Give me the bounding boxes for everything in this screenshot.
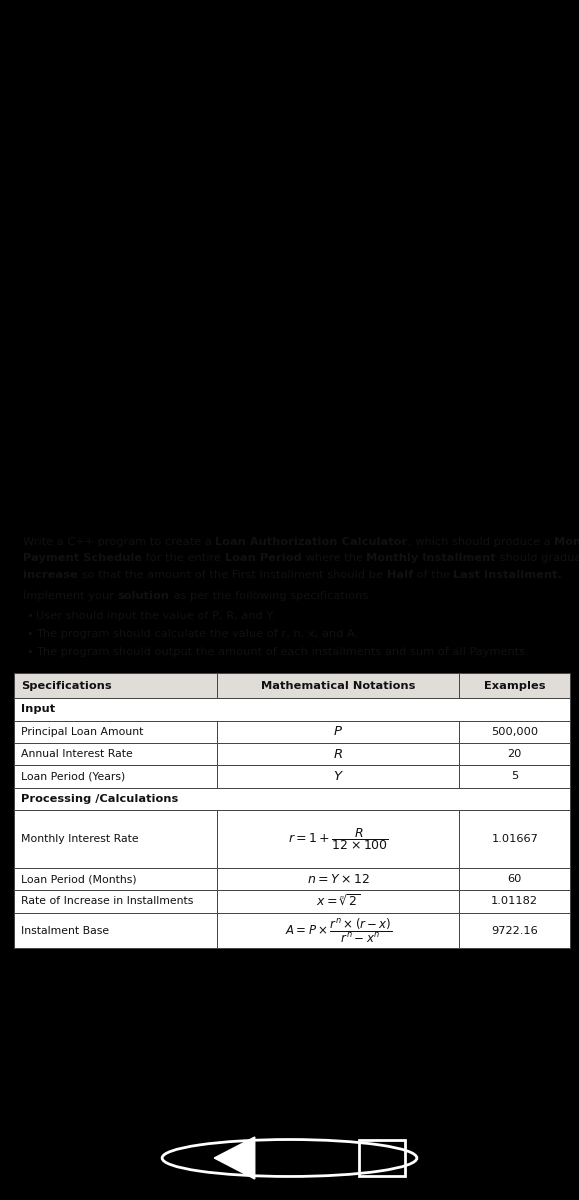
Text: 1.01182: 1.01182 <box>491 896 538 906</box>
Text: of the: of the <box>413 570 453 580</box>
Text: Half: Half <box>387 570 413 580</box>
Text: $Y$: $Y$ <box>333 770 344 782</box>
Text: 9722.16: 9722.16 <box>492 925 538 936</box>
Bar <box>14 787 570 810</box>
Text: should gradually: should gradually <box>496 553 579 563</box>
Text: so that the amount of the First Installment should be: so that the amount of the First Installm… <box>78 570 387 580</box>
Text: Instalment Base: Instalment Base <box>21 925 109 936</box>
Text: solution: solution <box>118 592 170 601</box>
Text: $A = P \times \dfrac{r^n \times (r - x)}{r^n - x^n}$: $A = P \times \dfrac{r^n \times (r - x)}… <box>284 917 392 944</box>
Text: , which should produce a: , which should produce a <box>408 536 554 547</box>
Bar <box>217 868 459 890</box>
Text: Processing /Calculations: Processing /Calculations <box>21 793 179 804</box>
Text: as per the following specifications.: as per the following specifications. <box>170 592 372 601</box>
Bar <box>459 743 570 766</box>
Bar <box>459 720 570 743</box>
Text: $r = 1 + \dfrac{R}{12 \times 100}$: $r = 1 + \dfrac{R}{12 \times 100}$ <box>288 826 389 852</box>
Text: Mathematical Notations: Mathematical Notations <box>261 680 416 691</box>
Bar <box>14 743 217 766</box>
Text: $P$: $P$ <box>334 725 343 738</box>
Bar <box>217 743 459 766</box>
Text: •: • <box>26 611 33 620</box>
Text: •: • <box>26 629 33 640</box>
Text: for the entire: for the entire <box>142 553 225 563</box>
Text: Loan Period (Years): Loan Period (Years) <box>21 772 126 781</box>
Text: Monthly Interest Rate: Monthly Interest Rate <box>21 834 139 844</box>
Bar <box>14 766 217 787</box>
Bar <box>459 673 570 698</box>
Bar <box>459 766 570 787</box>
Text: 60: 60 <box>508 874 522 884</box>
Text: Input: Input <box>21 704 56 714</box>
Text: Specifications: Specifications <box>21 680 112 691</box>
Bar <box>217 913 459 948</box>
Bar <box>217 890 459 913</box>
Text: Write a C++ program to create a: Write a C++ program to create a <box>23 536 215 547</box>
Bar <box>459 913 570 948</box>
Text: $R$: $R$ <box>334 748 343 761</box>
Bar <box>14 698 570 720</box>
Bar <box>14 890 217 913</box>
Bar <box>217 673 459 698</box>
Text: The program should calculate the value of r, n, x, and A.: The program should calculate the value o… <box>36 629 358 640</box>
Text: Principal Loan Amount: Principal Loan Amount <box>21 727 144 737</box>
Bar <box>459 890 570 913</box>
Bar <box>459 810 570 868</box>
Text: Examples: Examples <box>484 680 545 691</box>
Text: User should input the value of P, R, and Y.: User should input the value of P, R, and… <box>36 611 274 620</box>
Text: Loan Authorization Calculator: Loan Authorization Calculator <box>215 536 408 547</box>
Bar <box>14 810 217 868</box>
Text: •: • <box>26 647 33 658</box>
Bar <box>14 720 217 743</box>
Text: 1.01667: 1.01667 <box>492 834 538 844</box>
Bar <box>459 868 570 890</box>
Text: Last Installment.: Last Installment. <box>453 570 562 580</box>
Text: 5: 5 <box>511 772 518 781</box>
Text: Rate of Increase in Installments: Rate of Increase in Installments <box>21 896 194 906</box>
Text: Implement your: Implement your <box>23 592 118 601</box>
Text: $x = \sqrt[n]{2}$: $x = \sqrt[n]{2}$ <box>316 894 360 910</box>
Bar <box>14 913 217 948</box>
Text: where the: where the <box>302 553 366 563</box>
Text: Monthly Installment: Monthly Installment <box>366 553 496 563</box>
Text: Payment Schedule: Payment Schedule <box>23 553 142 563</box>
Text: 20: 20 <box>508 749 522 760</box>
Text: Loan Period: Loan Period <box>225 553 302 563</box>
Bar <box>217 720 459 743</box>
Text: 500,000: 500,000 <box>491 727 538 737</box>
Polygon shape <box>214 1138 255 1178</box>
Bar <box>217 766 459 787</box>
Bar <box>14 868 217 890</box>
Bar <box>217 810 459 868</box>
Text: increase: increase <box>23 570 78 580</box>
Text: Loan Period (Months): Loan Period (Months) <box>21 874 137 884</box>
Text: Monthly: Monthly <box>554 536 579 547</box>
Text: $n = Y \times 12$: $n = Y \times 12$ <box>307 872 369 886</box>
Text: The program should output the amount of each installments and sum of all Payment: The program should output the amount of … <box>36 647 529 658</box>
Text: Annual Interest Rate: Annual Interest Rate <box>21 749 133 760</box>
Bar <box>14 673 217 698</box>
